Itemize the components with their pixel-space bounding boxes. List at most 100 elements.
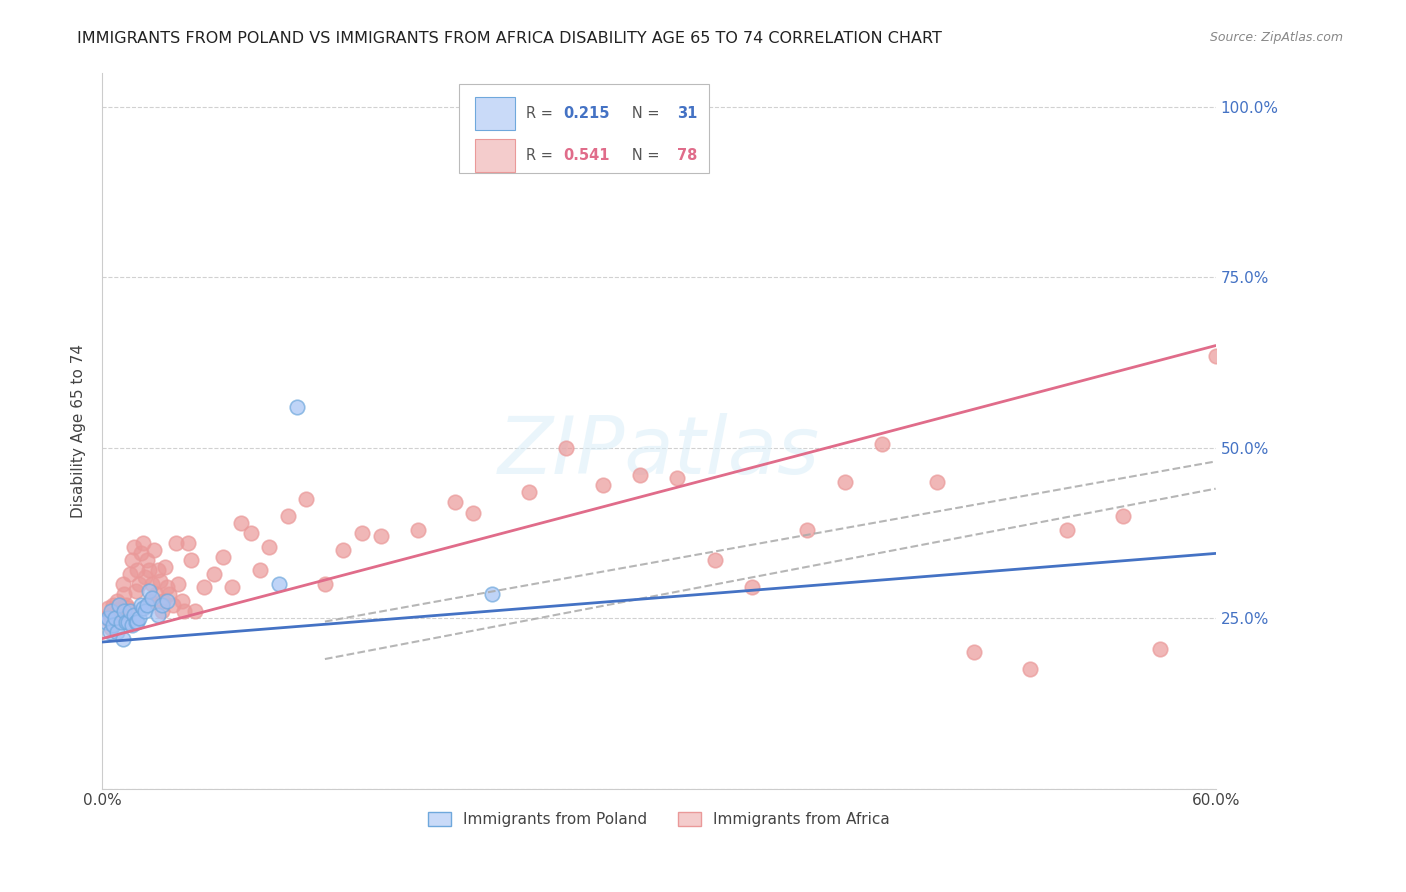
Point <box>117 601 139 615</box>
Point <box>110 615 132 629</box>
Point <box>332 543 354 558</box>
Point <box>1205 349 1227 363</box>
Point <box>94 615 117 629</box>
Point <box>98 624 121 639</box>
Point <box>277 508 299 523</box>
Point <box>111 632 134 646</box>
Point <box>103 598 125 612</box>
Point <box>463 506 485 520</box>
Point <box>141 577 163 591</box>
Point <box>104 611 127 625</box>
Point <box>149 574 172 588</box>
Point <box>1112 508 1135 523</box>
Point <box>138 564 160 578</box>
Point <box>111 577 134 591</box>
Text: 31: 31 <box>676 105 697 120</box>
Point <box>202 566 225 581</box>
Point <box>211 549 233 564</box>
Point <box>97 611 120 625</box>
Text: R =: R = <box>526 105 558 120</box>
Point <box>370 529 392 543</box>
Point <box>134 604 156 618</box>
Point <box>249 564 271 578</box>
Point <box>1149 641 1171 656</box>
Text: N =: N = <box>617 148 664 163</box>
Point <box>135 598 157 612</box>
Point <box>138 583 160 598</box>
Point <box>152 594 174 608</box>
Point <box>108 598 131 612</box>
Point <box>963 645 986 659</box>
Point <box>167 577 190 591</box>
Point <box>150 598 173 612</box>
Point <box>741 581 763 595</box>
Point <box>156 594 179 608</box>
Point <box>122 540 145 554</box>
Point <box>104 607 127 622</box>
FancyBboxPatch shape <box>475 139 516 172</box>
Point <box>129 598 152 612</box>
Point <box>162 598 184 612</box>
Point <box>156 581 179 595</box>
Point <box>796 523 818 537</box>
Point <box>443 495 465 509</box>
Point <box>314 577 336 591</box>
Point <box>703 553 725 567</box>
Point <box>145 587 167 601</box>
Point <box>141 591 163 605</box>
FancyBboxPatch shape <box>458 84 709 173</box>
Point <box>155 560 177 574</box>
Point <box>267 577 290 591</box>
Point <box>139 594 162 608</box>
Point <box>150 604 173 618</box>
Legend: Immigrants from Poland, Immigrants from Africa: Immigrants from Poland, Immigrants from … <box>420 805 897 835</box>
Point <box>114 604 136 618</box>
Text: N =: N = <box>617 105 664 120</box>
Point <box>127 564 149 578</box>
Point <box>108 607 131 622</box>
Point <box>115 615 138 629</box>
Point <box>628 468 651 483</box>
Point <box>184 604 207 618</box>
FancyBboxPatch shape <box>475 96 516 129</box>
Text: 0.541: 0.541 <box>564 148 610 163</box>
Point <box>406 523 429 537</box>
Point <box>117 615 139 629</box>
Point <box>1019 662 1042 676</box>
Point <box>350 526 373 541</box>
Point <box>114 587 136 601</box>
Point <box>129 546 152 560</box>
Point <box>132 536 155 550</box>
Point <box>134 570 156 584</box>
Point <box>132 601 155 615</box>
Point <box>173 604 195 618</box>
Y-axis label: Disability Age 65 to 74: Disability Age 65 to 74 <box>72 343 86 517</box>
Point <box>94 611 117 625</box>
Point <box>100 621 122 635</box>
Point <box>124 583 146 598</box>
Point <box>121 553 143 567</box>
Text: 0.215: 0.215 <box>564 105 610 120</box>
Point <box>100 604 122 618</box>
Point <box>870 437 893 451</box>
Point <box>592 478 614 492</box>
Point <box>121 618 143 632</box>
Point <box>165 536 187 550</box>
Point <box>193 581 215 595</box>
Point <box>1056 523 1078 537</box>
Point <box>98 607 121 622</box>
Point <box>257 540 280 554</box>
Point <box>221 581 243 595</box>
Point <box>231 516 253 530</box>
Text: ZIPatlas: ZIPatlas <box>498 413 820 491</box>
Text: 78: 78 <box>676 148 697 163</box>
Point <box>128 611 150 625</box>
Point <box>97 601 120 615</box>
Point <box>927 475 949 489</box>
Point <box>135 553 157 567</box>
Point <box>146 607 169 622</box>
Point <box>118 604 141 618</box>
Text: Source: ZipAtlas.com: Source: ZipAtlas.com <box>1209 31 1343 45</box>
Point <box>124 615 146 629</box>
Point <box>105 594 128 608</box>
